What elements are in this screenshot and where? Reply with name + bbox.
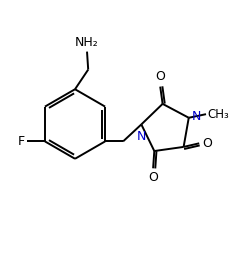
Text: O: O	[148, 171, 158, 184]
Text: NH₂: NH₂	[75, 36, 99, 49]
Text: CH₃: CH₃	[208, 108, 229, 121]
Text: O: O	[155, 70, 165, 83]
Text: N: N	[137, 130, 146, 143]
Text: N: N	[192, 110, 201, 123]
Text: O: O	[202, 137, 212, 150]
Text: F: F	[18, 135, 25, 148]
